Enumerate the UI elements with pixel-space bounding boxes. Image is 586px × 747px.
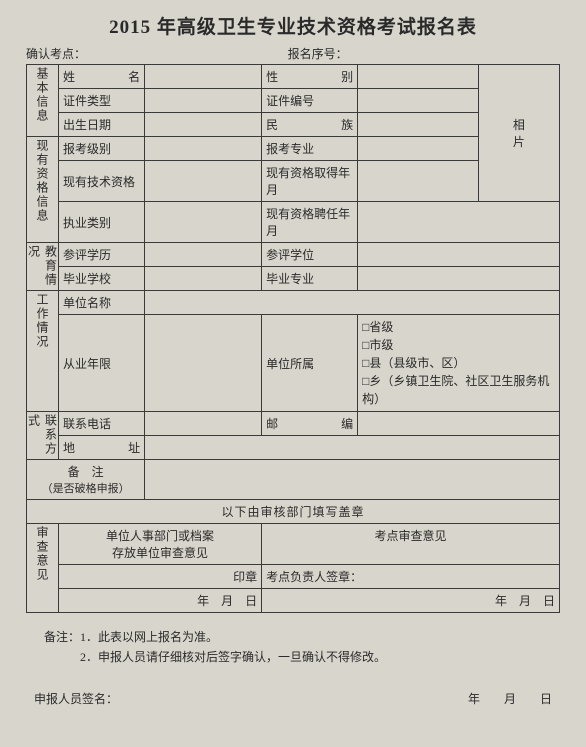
point-sign: 考点负责人签章： [262,565,560,589]
label-cur-qual-hire: 现有资格聘任年月 [262,202,358,243]
field-id-no[interactable] [358,89,479,113]
label-apply-major: 报考专业 [262,137,358,161]
label-name: 姓 名 [59,65,145,89]
confirm-point-label: 确认考点： [26,45,288,62]
label-apply-level: 报考级别 [59,137,145,161]
label-id-type: 证件类型 [59,89,145,113]
hr-seal: 印章 [59,565,262,589]
section-work: 工作情况 [27,291,59,412]
field-remark[interactable] [145,460,560,500]
field-apply-level[interactable] [145,137,262,161]
review-header: 以下由审核部门填写盖章 [27,500,560,524]
label-unit-name: 单位名称 [59,291,145,315]
field-cur-qual[interactable] [145,161,262,202]
field-unit-name[interactable] [145,291,560,315]
opt-town[interactable]: □乡（乡镇卫生院、社区卫生服务机构） [362,372,555,408]
field-birth[interactable] [145,113,262,137]
label-gender: 性 别 [262,65,358,89]
field-grad-school[interactable] [145,267,262,291]
section-review: 审查意见 [27,524,59,613]
note-2: 2．申报人员请仔细核对后签字确认，一旦确认不得修改。 [80,650,386,664]
field-practice-type[interactable] [145,202,262,243]
section-current: 现有资格信息 [27,137,59,243]
notes: 备注：1．此表以网上报名为准。 备注：2．申报人员请仔细核对后签字确认，一旦确认… [26,627,560,668]
field-gender[interactable] [358,65,479,89]
signer-line: 申报人员签名： 年 月 日 [26,690,560,707]
section-contact: 联系方式 [27,412,59,460]
field-eval-degree[interactable] [358,243,560,267]
field-addr[interactable] [145,436,560,460]
signer-label: 申报人员签名： [34,690,118,707]
section-basic: 基本信息 [27,65,59,137]
label-cur-qual-date: 现有资格取得年月 [262,161,358,202]
label-addr: 地 址 [59,436,145,460]
field-post[interactable] [358,412,560,436]
registration-form: 基本信息 姓 名 性 别 相 片 证件类型 证件编号 出生日期 民 族 现有资格… [26,64,560,613]
field-work-years[interactable] [145,315,262,412]
note-1: 1．此表以网上报名为准。 [80,630,218,644]
label-eval-edu: 参评学历 [59,243,145,267]
page-title: 2015 年高级卫生专业技术资格考试报名表 [26,12,560,39]
field-tel[interactable] [145,412,262,436]
field-grad-major[interactable] [358,267,560,291]
hr-review-box[interactable]: 单位人事部门或档案 存放单位审查意见 [59,524,262,565]
field-eval-edu[interactable] [145,243,262,267]
notes-prefix: 备注： [44,630,80,644]
label-post: 邮 编 [262,412,358,436]
point-date: 年 月 日 [262,589,560,613]
opt-county[interactable]: □县（县级市、区） [362,354,555,372]
opt-city[interactable]: □市级 [362,336,555,354]
label-cur-qual: 现有技术资格 [59,161,145,202]
opt-prov[interactable]: □省级 [362,318,555,336]
field-name[interactable] [145,65,262,89]
section-edu: 教育情况 [27,243,59,291]
top-line: 确认考点： 报名序号： [26,45,560,62]
label-tel: 联系电话 [59,412,145,436]
label-eval-degree: 参评学位 [262,243,358,267]
label-nation: 民 族 [262,113,358,137]
reg-no-label: 报名序号： [288,45,348,62]
label-unit-belong: 单位所属 [262,315,358,412]
label-grad-school: 毕业学校 [59,267,145,291]
label-birth: 出生日期 [59,113,145,137]
unit-belong-options[interactable]: □省级 □市级 □县（县级市、区） □乡（乡镇卫生院、社区卫生服务机构） [358,315,560,412]
point-review-box[interactable]: 考点审查意见 [262,524,560,565]
label-grad-major: 毕业专业 [262,267,358,291]
field-cur-qual-date[interactable] [358,161,560,202]
signer-date: 年 月 日 [468,690,552,707]
field-nation[interactable] [358,113,479,137]
field-id-type[interactable] [145,89,262,113]
field-cur-qual-hire[interactable] [358,202,560,243]
label-practice-type: 执业类别 [59,202,145,243]
field-apply-major[interactable] [358,137,479,161]
label-work-years: 从业年限 [59,315,145,412]
hr-date: 年 月 日 [59,589,262,613]
label-id-no: 证件编号 [262,89,358,113]
label-remark: 备 注 （是否破格申报） [27,460,145,500]
